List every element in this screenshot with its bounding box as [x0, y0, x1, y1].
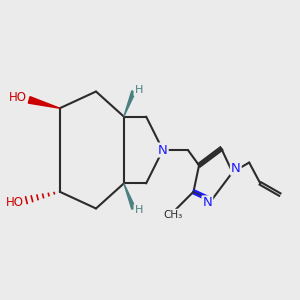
Polygon shape	[28, 97, 60, 108]
Polygon shape	[124, 91, 135, 117]
Text: N: N	[231, 162, 241, 175]
Text: H: H	[134, 85, 143, 95]
Polygon shape	[124, 183, 135, 209]
Text: CH₃: CH₃	[163, 210, 182, 220]
Text: N: N	[158, 143, 168, 157]
Text: HO: HO	[6, 196, 24, 209]
Text: N: N	[202, 196, 212, 209]
Text: H: H	[134, 205, 143, 215]
Text: HO: HO	[8, 91, 26, 103]
